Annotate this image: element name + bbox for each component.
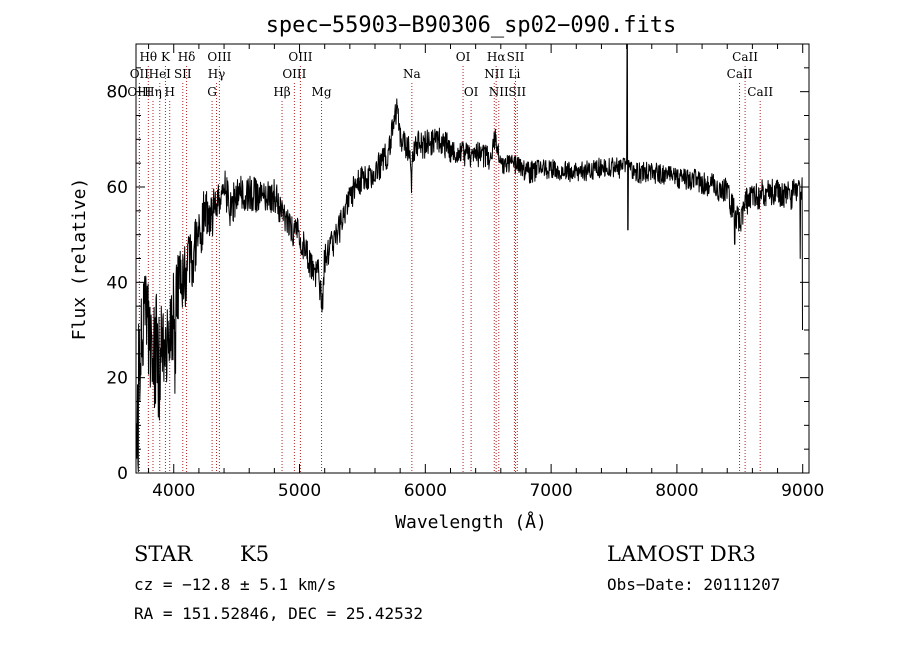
y-axis-label: Flux (relative) <box>69 178 90 341</box>
line-marker-label: NII <box>484 67 504 81</box>
y-tick-label: 80 <box>106 83 128 103</box>
line-marker-label: CaII <box>732 50 758 64</box>
line-marker-label: CaII <box>747 85 773 99</box>
object-class: STAR <box>134 542 193 566</box>
line-marker-label: Mg <box>312 85 332 99</box>
obs-date: Obs−Date: 20111207 <box>607 575 780 594</box>
x-tick-label: 9000 <box>781 481 824 501</box>
line-marker-label: OI <box>456 50 471 64</box>
line-marker-label: SII <box>507 50 525 64</box>
line-marker-label: NII <box>489 85 509 99</box>
line-marker-label: OI <box>464 85 479 99</box>
object-subclass: K5 <box>240 542 269 566</box>
line-marker-label: SII <box>174 67 192 81</box>
axis-tick-labels: 4000 5000 6000 7000 8000 9000 0 20 40 60 80 <box>106 83 824 501</box>
plot-frame <box>135 43 810 474</box>
line-marker-label: HeI <box>149 67 172 81</box>
line-marker-label: Li <box>508 67 520 81</box>
spectrum-line <box>135 43 803 473</box>
line-marker-label: G <box>207 85 217 99</box>
line-marker-label: CaII <box>727 67 753 81</box>
redshift-text: cz = −12.8 ± 5.1 km/s <box>134 575 336 594</box>
line-marker-label: Na <box>403 67 421 81</box>
x-tick-label: 4000 <box>152 481 195 501</box>
y-tick-label: 0 <box>117 464 128 484</box>
line-marker-label: H <box>164 85 174 99</box>
line-marker-label: OIII <box>207 50 231 64</box>
line-marker-label: Hδ <box>178 50 196 64</box>
x-axis-label: Wavelength (Å) <box>395 511 547 533</box>
x-tick-label: 5000 <box>278 481 321 501</box>
y-tick-label: 20 <box>106 369 128 389</box>
line-marker-label: Hθ <box>139 50 157 64</box>
line-marker-label: OIII <box>288 50 312 64</box>
line-marker-label: Hβ <box>273 85 290 99</box>
line-marker-label: K <box>161 50 171 64</box>
y-tick-label: 40 <box>106 273 128 293</box>
line-marker-label: Hγ <box>208 67 226 81</box>
y-tick-label: 60 <box>106 178 128 198</box>
line-marker-label: OIII <box>282 67 306 81</box>
coordinates-text: RA = 151.52846, DEC = 25.42532 <box>134 604 423 623</box>
chart-title: spec−55903−B90306_sp02−090.fits <box>266 13 677 38</box>
line-markers-layer <box>138 66 761 473</box>
line-marker-label: Hα <box>487 50 506 64</box>
x-tick-label: 8000 <box>655 481 698 501</box>
x-tick-label: 6000 <box>404 481 447 501</box>
line-marker-label: Hη <box>144 85 162 99</box>
line-marker-label: SII <box>508 85 526 99</box>
axis-ticks <box>136 44 809 474</box>
line-marker-label: OII <box>130 67 150 81</box>
survey-name: LAMOST DR3 <box>607 542 756 566</box>
x-tick-label: 7000 <box>529 481 572 501</box>
